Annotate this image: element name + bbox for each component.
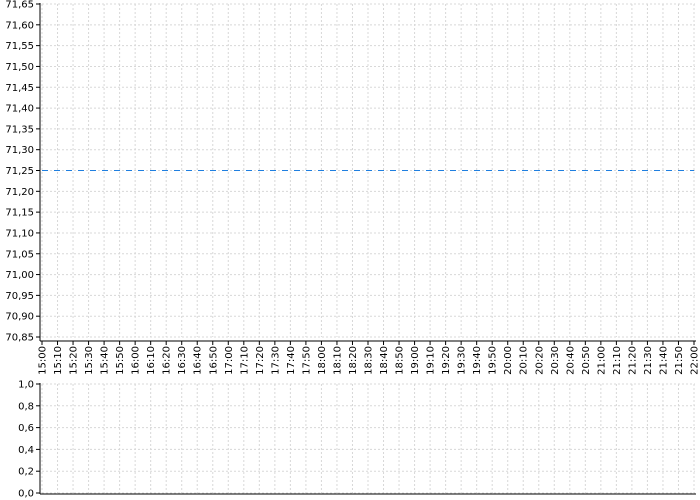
price-x-tick-label: 18:20	[348, 346, 359, 375]
volume-y-tick-label: 1,0	[18, 380, 34, 391]
price-y-tick-label: 71,05	[5, 249, 34, 260]
price-x-tick-label: 16:40	[193, 346, 204, 375]
volume-y-tick-label: 0,2	[18, 467, 34, 478]
price-x-tick-label: 19:00	[410, 346, 421, 375]
price-x-tick-label: 19:10	[426, 346, 437, 375]
price-y-tick-label: 71,60	[5, 20, 34, 31]
price-x-tick-label: 20:50	[581, 346, 592, 375]
price-y-tick-label: 70,90	[5, 312, 34, 323]
price-x-tick-label: 21:00	[596, 346, 607, 375]
price-x-tick-label: 16:00	[131, 346, 142, 375]
price-x-tick-label: 19:50	[488, 346, 499, 375]
price-x-tick-label: 15:30	[84, 346, 95, 375]
price-x-tick-label: 15:20	[69, 346, 80, 375]
price-x-tick-label: 21:30	[643, 346, 654, 375]
price-x-tick-label: 17:00	[224, 346, 235, 375]
price-x-tick-label: 18:00	[317, 346, 328, 375]
price-y-tick-label: 71,40	[5, 104, 34, 115]
price-x-tick-label: 18:40	[379, 346, 390, 375]
price-x-tick-label: 19:20	[441, 346, 452, 375]
price-y-tick-label: 71,20	[5, 187, 34, 198]
price-x-tick-label: 15:00	[38, 346, 49, 375]
price-x-tick-label: 17:30	[270, 346, 281, 375]
price-x-tick-label: 21:50	[674, 346, 685, 375]
price-y-tick-label: 71,00	[5, 270, 34, 281]
price-x-tick-label: 20:10	[519, 346, 530, 375]
price-x-tick-label: 21:40	[658, 346, 669, 375]
volume-y-tick-label: 0,4	[18, 445, 34, 456]
price-x-tick-label: 16:20	[162, 346, 173, 375]
price-x-tick-label: 17:50	[301, 346, 312, 375]
price-x-tick-label: 17:20	[255, 346, 266, 375]
price-x-tick-label: 19:40	[472, 346, 483, 375]
price-x-tick-label: 15:50	[115, 346, 126, 375]
price-y-tick-label: 71,30	[5, 145, 34, 156]
price-x-tick-label: 20:30	[550, 346, 561, 375]
price-x-tick-label: 17:10	[239, 346, 250, 375]
volume-y-tick-label: 0,0	[18, 489, 34, 500]
price-x-tick-label: 21:10	[612, 346, 623, 375]
price-x-tick-label: 18:50	[395, 346, 406, 375]
volume-y-tick-label: 0,6	[18, 423, 34, 434]
price-y-tick-label: 71,10	[5, 228, 34, 239]
price-y-tick-label: 70,85	[5, 333, 34, 344]
price-x-tick-label: 17:40	[286, 346, 297, 375]
price-y-tick-label: 71,25	[5, 166, 34, 177]
price-x-tick-label: 16:50	[208, 346, 219, 375]
price-x-tick-label: 16:10	[146, 346, 157, 375]
price-x-tick-label: 22:00	[690, 346, 700, 375]
price-x-tick-label: 16:30	[177, 346, 188, 375]
price-x-tick-label: 15:40	[100, 346, 111, 375]
volume-y-tick-label: 0,8	[18, 401, 34, 412]
price-y-tick-label: 71,15	[5, 208, 34, 219]
price-x-tick-label: 18:30	[364, 346, 375, 375]
price-x-tick-label: 20:00	[503, 346, 514, 375]
price-x-tick-label: 21:20	[627, 346, 638, 375]
price-y-tick-label: 71,50	[5, 62, 34, 73]
price-y-tick-label: 71,55	[5, 41, 34, 52]
price-x-tick-label: 18:10	[332, 346, 343, 375]
price-y-tick-label: 71,35	[5, 124, 34, 135]
price-y-tick-label: 71,45	[5, 83, 34, 94]
price-x-tick-label: 15:10	[53, 346, 64, 375]
price-x-tick-label: 19:30	[457, 346, 468, 375]
price-x-tick-label: 20:40	[565, 346, 576, 375]
price-y-tick-label: 71,65	[5, 0, 34, 11]
price-y-tick-label: 70,95	[5, 291, 34, 302]
price-x-tick-label: 20:20	[534, 346, 545, 375]
